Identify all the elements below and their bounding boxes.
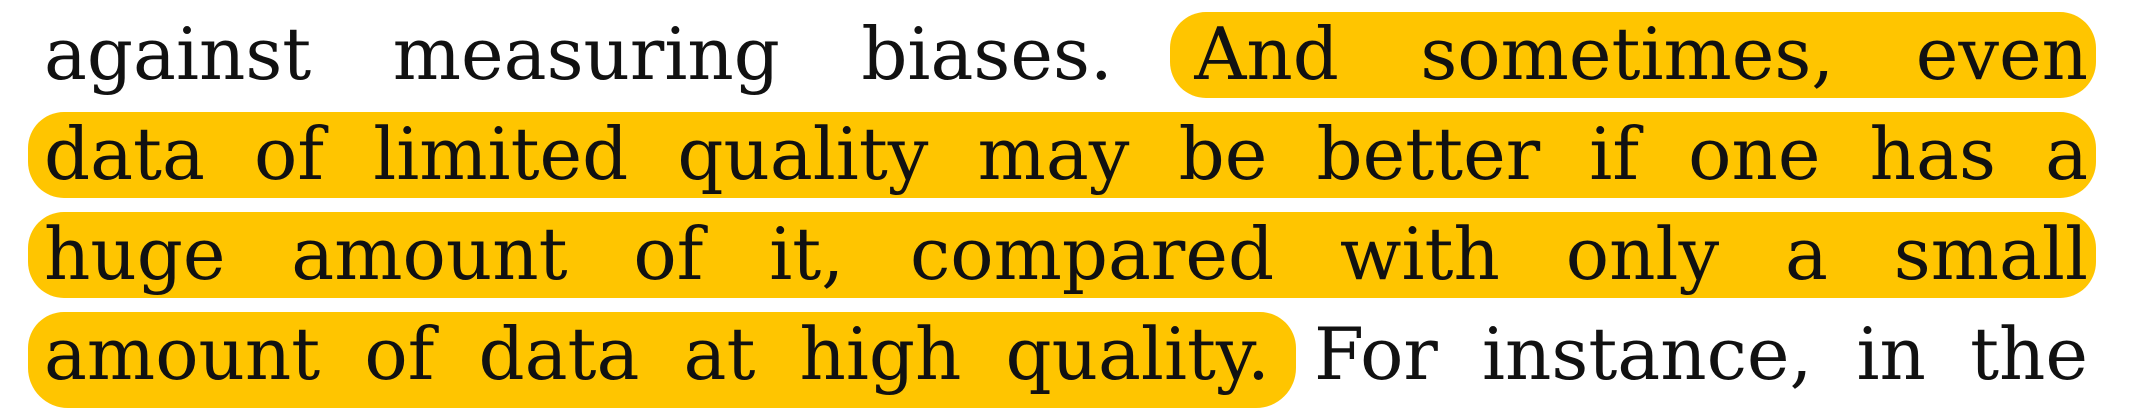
highlight-segment-line-4 <box>28 312 1296 408</box>
highlight-segment-line-1 <box>1170 12 2096 98</box>
paragraph-line-3: huge amount of it, compared with only a … <box>44 212 2088 296</box>
paragraph-line-2: data of limited quality may be better if… <box>44 112 2088 196</box>
highlight-segment-line-2 <box>28 112 2096 198</box>
highlight-segment-line-3 <box>28 212 2096 298</box>
paragraph-line-4: amount of data at high quality. For inst… <box>44 312 2088 396</box>
paragraph-line-1: against measuring biases. And sometimes,… <box>44 12 2088 96</box>
